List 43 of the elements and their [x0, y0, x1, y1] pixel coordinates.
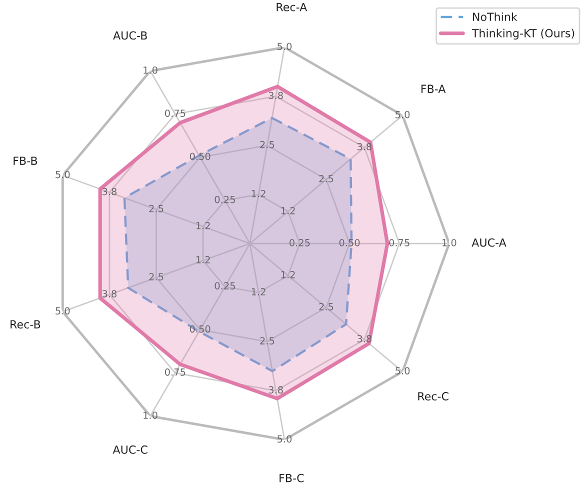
- text: 0.75: [389, 239, 410, 246]
- text: 5.0: [56, 307, 70, 315]
- text: 2.5: [319, 174, 334, 182]
- text: 1.0: [442, 239, 456, 246]
- text: 5.0: [56, 170, 70, 178]
- text: 2.5: [260, 140, 274, 148]
- text: 1.2: [281, 206, 295, 214]
- text: 2.5: [319, 303, 334, 310]
- text: 3.8: [102, 188, 117, 196]
- spoke-label: Rec-A: [276, 3, 308, 12]
- text: 5.0: [278, 435, 292, 443]
- text: 5.0: [396, 367, 410, 374]
- text: 2.5: [149, 273, 164, 280]
- text: 1.0: [144, 412, 158, 419]
- text: 1.2: [196, 256, 210, 264]
- spoke-label: FB-B: [14, 156, 38, 165]
- text: 5.0: [396, 110, 410, 118]
- spoke-label: AUC-B: [113, 31, 147, 40]
- spoke-label: FB-C: [280, 474, 304, 482]
- text: 0.75: [164, 368, 186, 376]
- text: 0.50: [339, 239, 360, 246]
- legend-label: NoThink: [473, 12, 518, 22]
- text: 3.8: [102, 290, 117, 298]
- spoke-label: FB-A: [421, 84, 446, 93]
- text: 5.0: [278, 42, 292, 50]
- spoke-label: AUC-A: [472, 238, 506, 247]
- text: 1.2: [252, 190, 266, 198]
- text: 1.2: [252, 288, 266, 296]
- text: 3.8: [268, 386, 283, 394]
- text: 1.2: [281, 271, 295, 278]
- spoke-label: Rec-C: [418, 392, 448, 400]
- spoke-label: Rec-B: [10, 320, 40, 329]
- text: 0.25: [214, 282, 235, 290]
- spoke-label: AUC-C: [112, 445, 148, 454]
- legend-label: Thinking-KT (Ours): [472, 28, 574, 40]
- text: 2.5: [260, 337, 274, 344]
- text: 2.5: [149, 204, 164, 212]
- text: 1.0: [144, 66, 158, 74]
- text: 3.8: [268, 92, 283, 100]
- text: 0.25: [290, 239, 310, 246]
- text: 0.25: [214, 196, 235, 204]
- text: 0.75: [164, 110, 186, 117]
- text: 1.2: [196, 222, 210, 230]
